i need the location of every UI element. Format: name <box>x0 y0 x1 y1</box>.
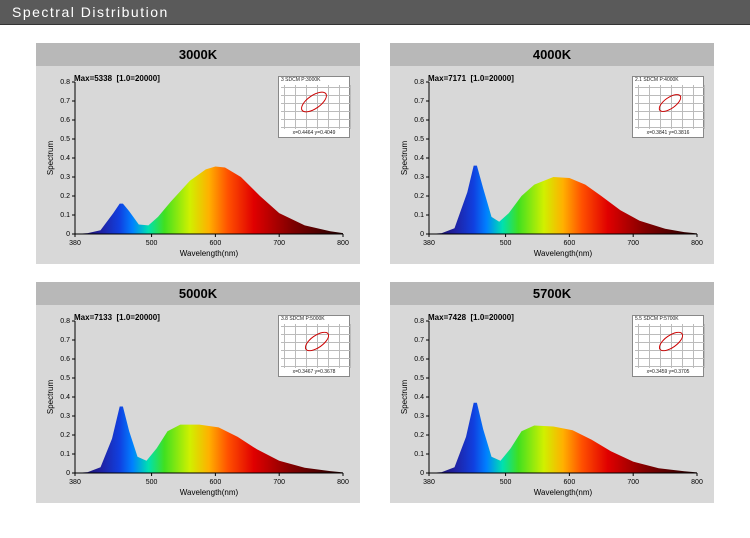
svg-text:380: 380 <box>69 240 81 247</box>
chart-area: Max=7428 [1.0=20000] 5.5 SDCM P:5700K x=… <box>390 305 714 503</box>
svg-text:0.7: 0.7 <box>60 337 70 344</box>
svg-text:0.2: 0.2 <box>414 193 424 200</box>
svg-text:0.1: 0.1 <box>60 451 70 458</box>
svg-text:0.8: 0.8 <box>414 79 424 86</box>
svg-text:0.8: 0.8 <box>414 318 424 325</box>
svg-text:0.4: 0.4 <box>60 155 70 162</box>
svg-text:Wavelength(nm): Wavelength(nm) <box>180 488 239 497</box>
panel-title: 5000K <box>36 282 360 305</box>
inset-ellipse <box>298 87 331 116</box>
inset-ellipse <box>656 328 686 355</box>
svg-text:700: 700 <box>627 479 639 486</box>
svg-text:380: 380 <box>423 479 435 486</box>
svg-text:0.3: 0.3 <box>414 413 424 420</box>
svg-text:600: 600 <box>564 479 576 486</box>
svg-text:600: 600 <box>564 240 576 247</box>
inset-ellipse <box>302 328 332 355</box>
svg-text:0.6: 0.6 <box>60 356 70 363</box>
svg-text:0.3: 0.3 <box>60 174 70 181</box>
panel-title: 4000K <box>390 43 714 66</box>
svg-text:0.6: 0.6 <box>414 117 424 124</box>
svg-text:0.7: 0.7 <box>60 98 70 105</box>
svg-text:800: 800 <box>691 479 703 486</box>
chart-grid: 3000K Max=5338 [1.0=20000] 3 SDCM P:3000… <box>0 25 750 521</box>
svg-text:Spectrum: Spectrum <box>400 380 409 415</box>
svg-text:600: 600 <box>210 479 222 486</box>
svg-text:0.6: 0.6 <box>414 356 424 363</box>
svg-text:0.5: 0.5 <box>414 136 424 143</box>
svg-text:0.3: 0.3 <box>60 413 70 420</box>
chart-panel-5700k: 5700K Max=7428 [1.0=20000] 5.5 SDCM P:57… <box>390 282 714 503</box>
svg-text:800: 800 <box>337 479 349 486</box>
svg-text:500: 500 <box>500 240 512 247</box>
panel-title: 3000K <box>36 43 360 66</box>
svg-text:0.5: 0.5 <box>60 375 70 382</box>
svg-text:Wavelength(nm): Wavelength(nm) <box>534 488 593 497</box>
svg-text:0: 0 <box>66 470 70 477</box>
section-header: Spectral Distribution <box>0 0 750 25</box>
svg-text:500: 500 <box>500 479 512 486</box>
svg-text:0: 0 <box>66 231 70 238</box>
max-label: Max=7133 [1.0=20000] <box>74 313 160 322</box>
chart-panel-4000k: 4000K Max=7171 [1.0=20000] 2.1 SDCM P:40… <box>390 43 714 264</box>
svg-text:600: 600 <box>210 240 222 247</box>
svg-text:0.1: 0.1 <box>414 451 424 458</box>
svg-text:0.6: 0.6 <box>60 117 70 124</box>
svg-text:700: 700 <box>273 240 285 247</box>
inset-ellipse <box>656 90 684 115</box>
chart-panel-3000k: 3000K Max=5338 [1.0=20000] 3 SDCM P:3000… <box>36 43 360 264</box>
svg-text:0.1: 0.1 <box>414 212 424 219</box>
max-label: Max=7171 [1.0=20000] <box>428 74 514 83</box>
svg-text:0.4: 0.4 <box>414 155 424 162</box>
svg-text:0.2: 0.2 <box>60 432 70 439</box>
svg-text:0.5: 0.5 <box>60 136 70 143</box>
cie-inset: 3.8 SDCM P:5000K x=0.3467 y=0.3678 <box>278 315 350 377</box>
svg-text:0: 0 <box>420 231 424 238</box>
svg-text:Wavelength(nm): Wavelength(nm) <box>180 249 239 258</box>
svg-text:500: 500 <box>146 240 158 247</box>
svg-text:700: 700 <box>273 479 285 486</box>
svg-text:Spectrum: Spectrum <box>46 141 55 176</box>
svg-text:Wavelength(nm): Wavelength(nm) <box>534 249 593 258</box>
svg-text:0.4: 0.4 <box>414 394 424 401</box>
svg-text:0.7: 0.7 <box>414 337 424 344</box>
panel-title: 5700K <box>390 282 714 305</box>
svg-text:0.2: 0.2 <box>60 193 70 200</box>
chart-area: Max=7133 [1.0=20000] 3.8 SDCM P:5000K x=… <box>36 305 360 503</box>
svg-text:380: 380 <box>423 240 435 247</box>
svg-text:Spectrum: Spectrum <box>46 380 55 415</box>
chart-area: Max=7171 [1.0=20000] 2.1 SDCM P:4000K x=… <box>390 66 714 264</box>
cie-inset: 5.5 SDCM P:5700K x=0.3459 y=0.3705 <box>632 315 704 377</box>
svg-text:0.2: 0.2 <box>414 432 424 439</box>
svg-text:800: 800 <box>691 240 703 247</box>
svg-text:0.4: 0.4 <box>60 394 70 401</box>
svg-text:Spectrum: Spectrum <box>400 141 409 176</box>
svg-text:0: 0 <box>420 470 424 477</box>
max-label: Max=5338 [1.0=20000] <box>74 74 160 83</box>
svg-text:380: 380 <box>69 479 81 486</box>
chart-area: Max=5338 [1.0=20000] 3 SDCM P:3000K x=0.… <box>36 66 360 264</box>
svg-text:0.3: 0.3 <box>414 174 424 181</box>
section-title: Spectral Distribution <box>12 4 169 20</box>
cie-inset: 3 SDCM P:3000K x=0.4464 y=0.4049 <box>278 76 350 138</box>
svg-text:500: 500 <box>146 479 158 486</box>
svg-text:800: 800 <box>337 240 349 247</box>
cie-inset: 2.1 SDCM P:4000K x=0.3841 y=0.3816 <box>632 76 704 138</box>
svg-text:0.8: 0.8 <box>60 318 70 325</box>
max-label: Max=7428 [1.0=20000] <box>428 313 514 322</box>
svg-text:0.7: 0.7 <box>414 98 424 105</box>
svg-text:700: 700 <box>627 240 639 247</box>
svg-text:0.8: 0.8 <box>60 79 70 86</box>
svg-text:0.5: 0.5 <box>414 375 424 382</box>
svg-text:0.1: 0.1 <box>60 212 70 219</box>
chart-panel-5000k: 5000K Max=7133 [1.0=20000] 3.8 SDCM P:50… <box>36 282 360 503</box>
